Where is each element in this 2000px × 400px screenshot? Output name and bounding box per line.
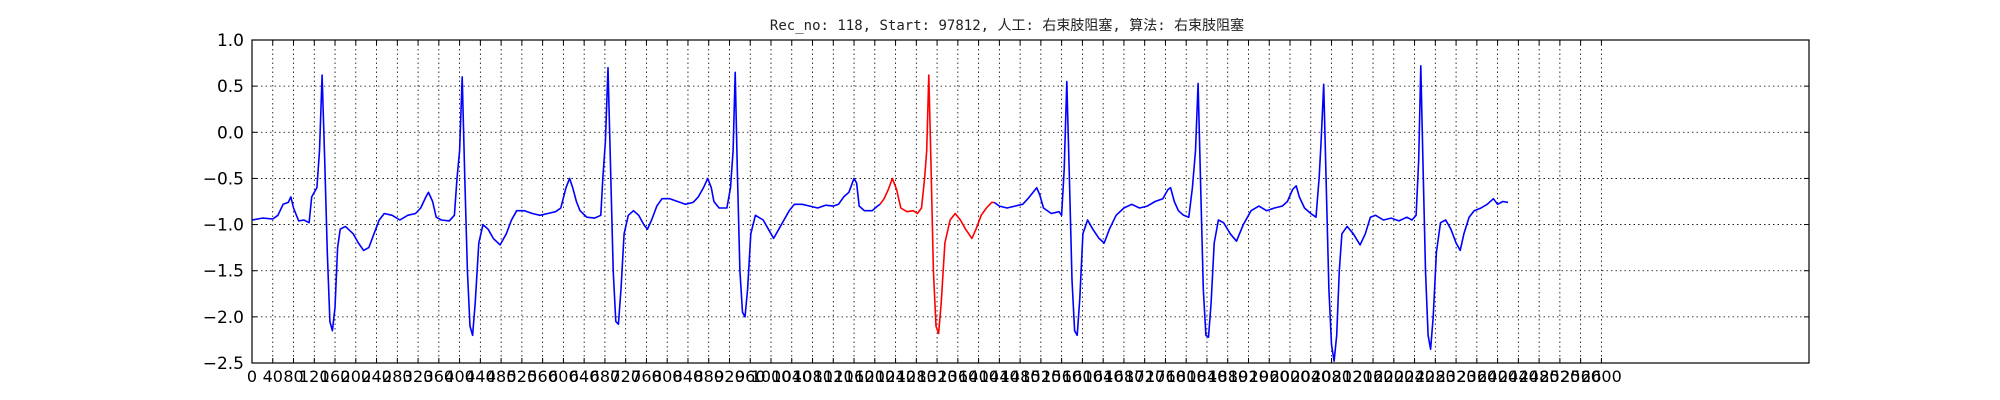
x-tick-label: 120 [299,367,330,386]
x-tick-label: 1320 [917,367,958,386]
x-tick-label: 2400 [1477,367,1518,386]
x-tick-label: 2480 [1519,367,1560,386]
axis-ticks: 0 40 8012016020024028032036040044048052056… [203,31,1809,386]
y-tick-label: 0.5 [217,77,244,97]
x-tick-label: 480 [486,367,517,386]
x-tick-label: 920 [714,367,745,386]
x-tick-label: 360 [424,367,455,386]
ecg-trace [251,65,1509,363]
y-tick-label: −1.5 [203,262,244,282]
x-tick-label: 1760 [1145,367,1186,386]
x-tick-label: 960 [735,367,766,386]
x-tick-label: 1560 [1041,367,1082,386]
x-tick-label: 1920 [1228,367,1269,386]
y-tick-label: 0.0 [217,123,244,143]
y-tick-label: 1.0 [217,31,244,51]
x-tick-label: 600 [548,367,579,386]
x-tick-label: 640 [569,367,600,386]
x-tick-label: 1080 [792,367,833,386]
x-tick-label: 2120 [1332,367,1373,386]
x-tick-label: 0 [247,367,257,386]
chart-title: Rec_no: 118, Start: 97812, 人工: 右束肢阻塞, 算法… [770,17,1244,34]
x-tick-label: 2080 [1311,367,1352,386]
x-tick-label: 1000 [751,367,792,386]
ecg-highlighted-beat [879,74,995,335]
y-tick-label: −1.0 [203,216,244,236]
x-tick-label: 1680 [1104,367,1145,386]
x-tick-label: 1640 [1083,367,1124,386]
x-tick-label: 1120 [813,367,854,386]
x-tick-label: 2440 [1498,367,1539,386]
x-tick-label: 680 [590,367,621,386]
y-tick-label: −0.5 [203,169,244,189]
ecg-trace-segment [251,66,881,337]
x-tick-label: 1720 [1124,367,1165,386]
x-tick-label: 2560 [1560,367,1601,386]
x-tick-label: 320 [403,367,434,386]
x-tick-label: 1840 [1187,367,1228,386]
x-tick-label: 1240 [875,367,916,386]
x-tick-label: 400 [444,367,475,386]
x-tick-label: 2040 [1290,367,1331,386]
x-tick-label: 1440 [979,367,1020,386]
x-tick-label: 800 [652,367,683,386]
x-tick-label: 760 [631,367,662,386]
x-tick-label: 160 [320,367,351,386]
x-tick-label: 2520 [1540,367,1581,386]
x-tick-label: 200 [341,367,372,386]
plot-area-frame [251,39,1810,364]
x-tick-label: 1160 [834,367,875,386]
x-tick-label: 1520 [1021,367,1062,386]
x-tick-label: 1200 [854,367,895,386]
x-tick-label: 520 [507,367,538,386]
x-tick-label: 240 [361,367,392,386]
y-tick-label: −2.5 [203,354,244,374]
y-tick-label: −2.0 [203,308,244,328]
x-tick-label: 1600 [1062,367,1103,386]
x-tick-label: 1400 [958,367,999,386]
x-tick-label: 1880 [1207,367,1248,386]
x-tick-label: 1480 [1000,367,1041,386]
x-tick-label: 1280 [896,367,937,386]
x-tick-label: 840 [673,367,704,386]
x-tick-label: 880 [693,367,724,386]
x-tick-label: 1960 [1249,367,1290,386]
x-tick-label: 1800 [1166,367,1207,386]
x-tick-label: 1360 [937,367,978,386]
x-tick-label: 2160 [1353,367,1394,386]
x-tick-label: 2360 [1456,367,1497,386]
x-tick-label: 1040 [771,367,812,386]
x-tick-label: 280 [382,367,413,386]
x-tick-label: 2600 [1581,367,1622,386]
x-tick-label: 2280 [1415,367,1456,386]
x-tick-label: 720 [610,367,641,386]
x-tick-label: 2320 [1436,367,1477,386]
x-tick-label: 40 [263,367,283,386]
grid-lines [251,40,1809,363]
x-tick-label: 440 [465,367,496,386]
x-tick-label: 2200 [1373,367,1414,386]
x-tick-label: 2000 [1270,367,1311,386]
ecg-trace-segment [993,65,1509,363]
x-tick-label: 2240 [1394,367,1435,386]
x-tick-label: 560 [527,367,558,386]
x-tick-label: 80 [283,367,303,386]
